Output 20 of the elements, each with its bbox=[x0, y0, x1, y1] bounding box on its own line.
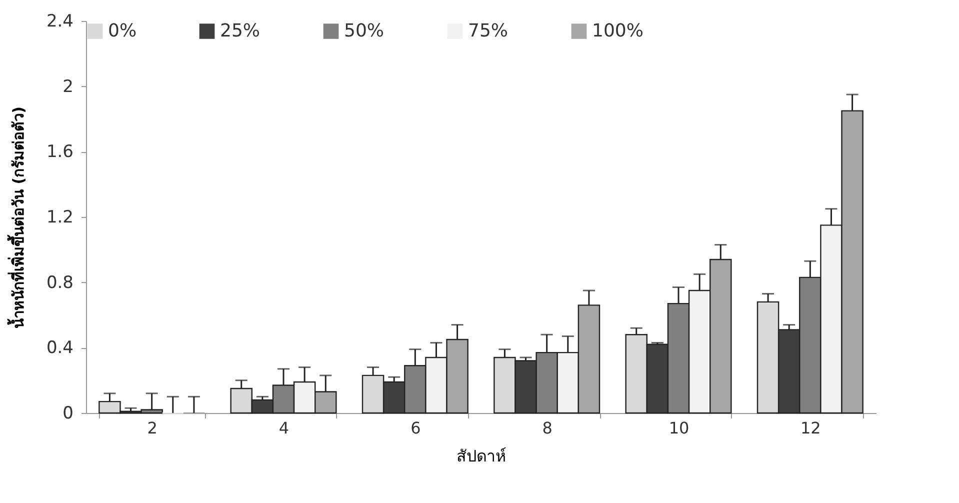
y-tick-label: 2 bbox=[62, 76, 74, 97]
y-tick-label: 0 bbox=[62, 404, 74, 424]
x-tick-label: 6 bbox=[410, 418, 421, 438]
x-tick-label: 8 bbox=[542, 418, 552, 438]
legend-label: 50% bbox=[344, 20, 384, 42]
x-tick-label: 12 bbox=[800, 418, 821, 438]
x-tick-label: 2 bbox=[147, 418, 158, 438]
y-axis-title: น้ำหนักที่เพิ่มขึ้นต่อวัน (กรัมต่อตัว) bbox=[6, 106, 28, 328]
legend-label: 75% bbox=[468, 20, 508, 42]
x-tick-label: 4 bbox=[278, 418, 290, 438]
x-axis-title: สัปดาห์ bbox=[456, 446, 506, 466]
legend-label: 25% bbox=[220, 20, 260, 42]
y-tick-label: 1.2 bbox=[46, 208, 74, 228]
y-tick-label: 0.8 bbox=[46, 272, 74, 293]
y-tick-label: 2.4 bbox=[46, 12, 74, 32]
y-tick-label: 1.6 bbox=[46, 142, 74, 162]
legend-label: 100% bbox=[592, 20, 644, 42]
x-tick-label: 10 bbox=[668, 418, 690, 438]
legend-label: 0% bbox=[108, 20, 137, 42]
y-tick-label: 0.4 bbox=[46, 338, 74, 358]
